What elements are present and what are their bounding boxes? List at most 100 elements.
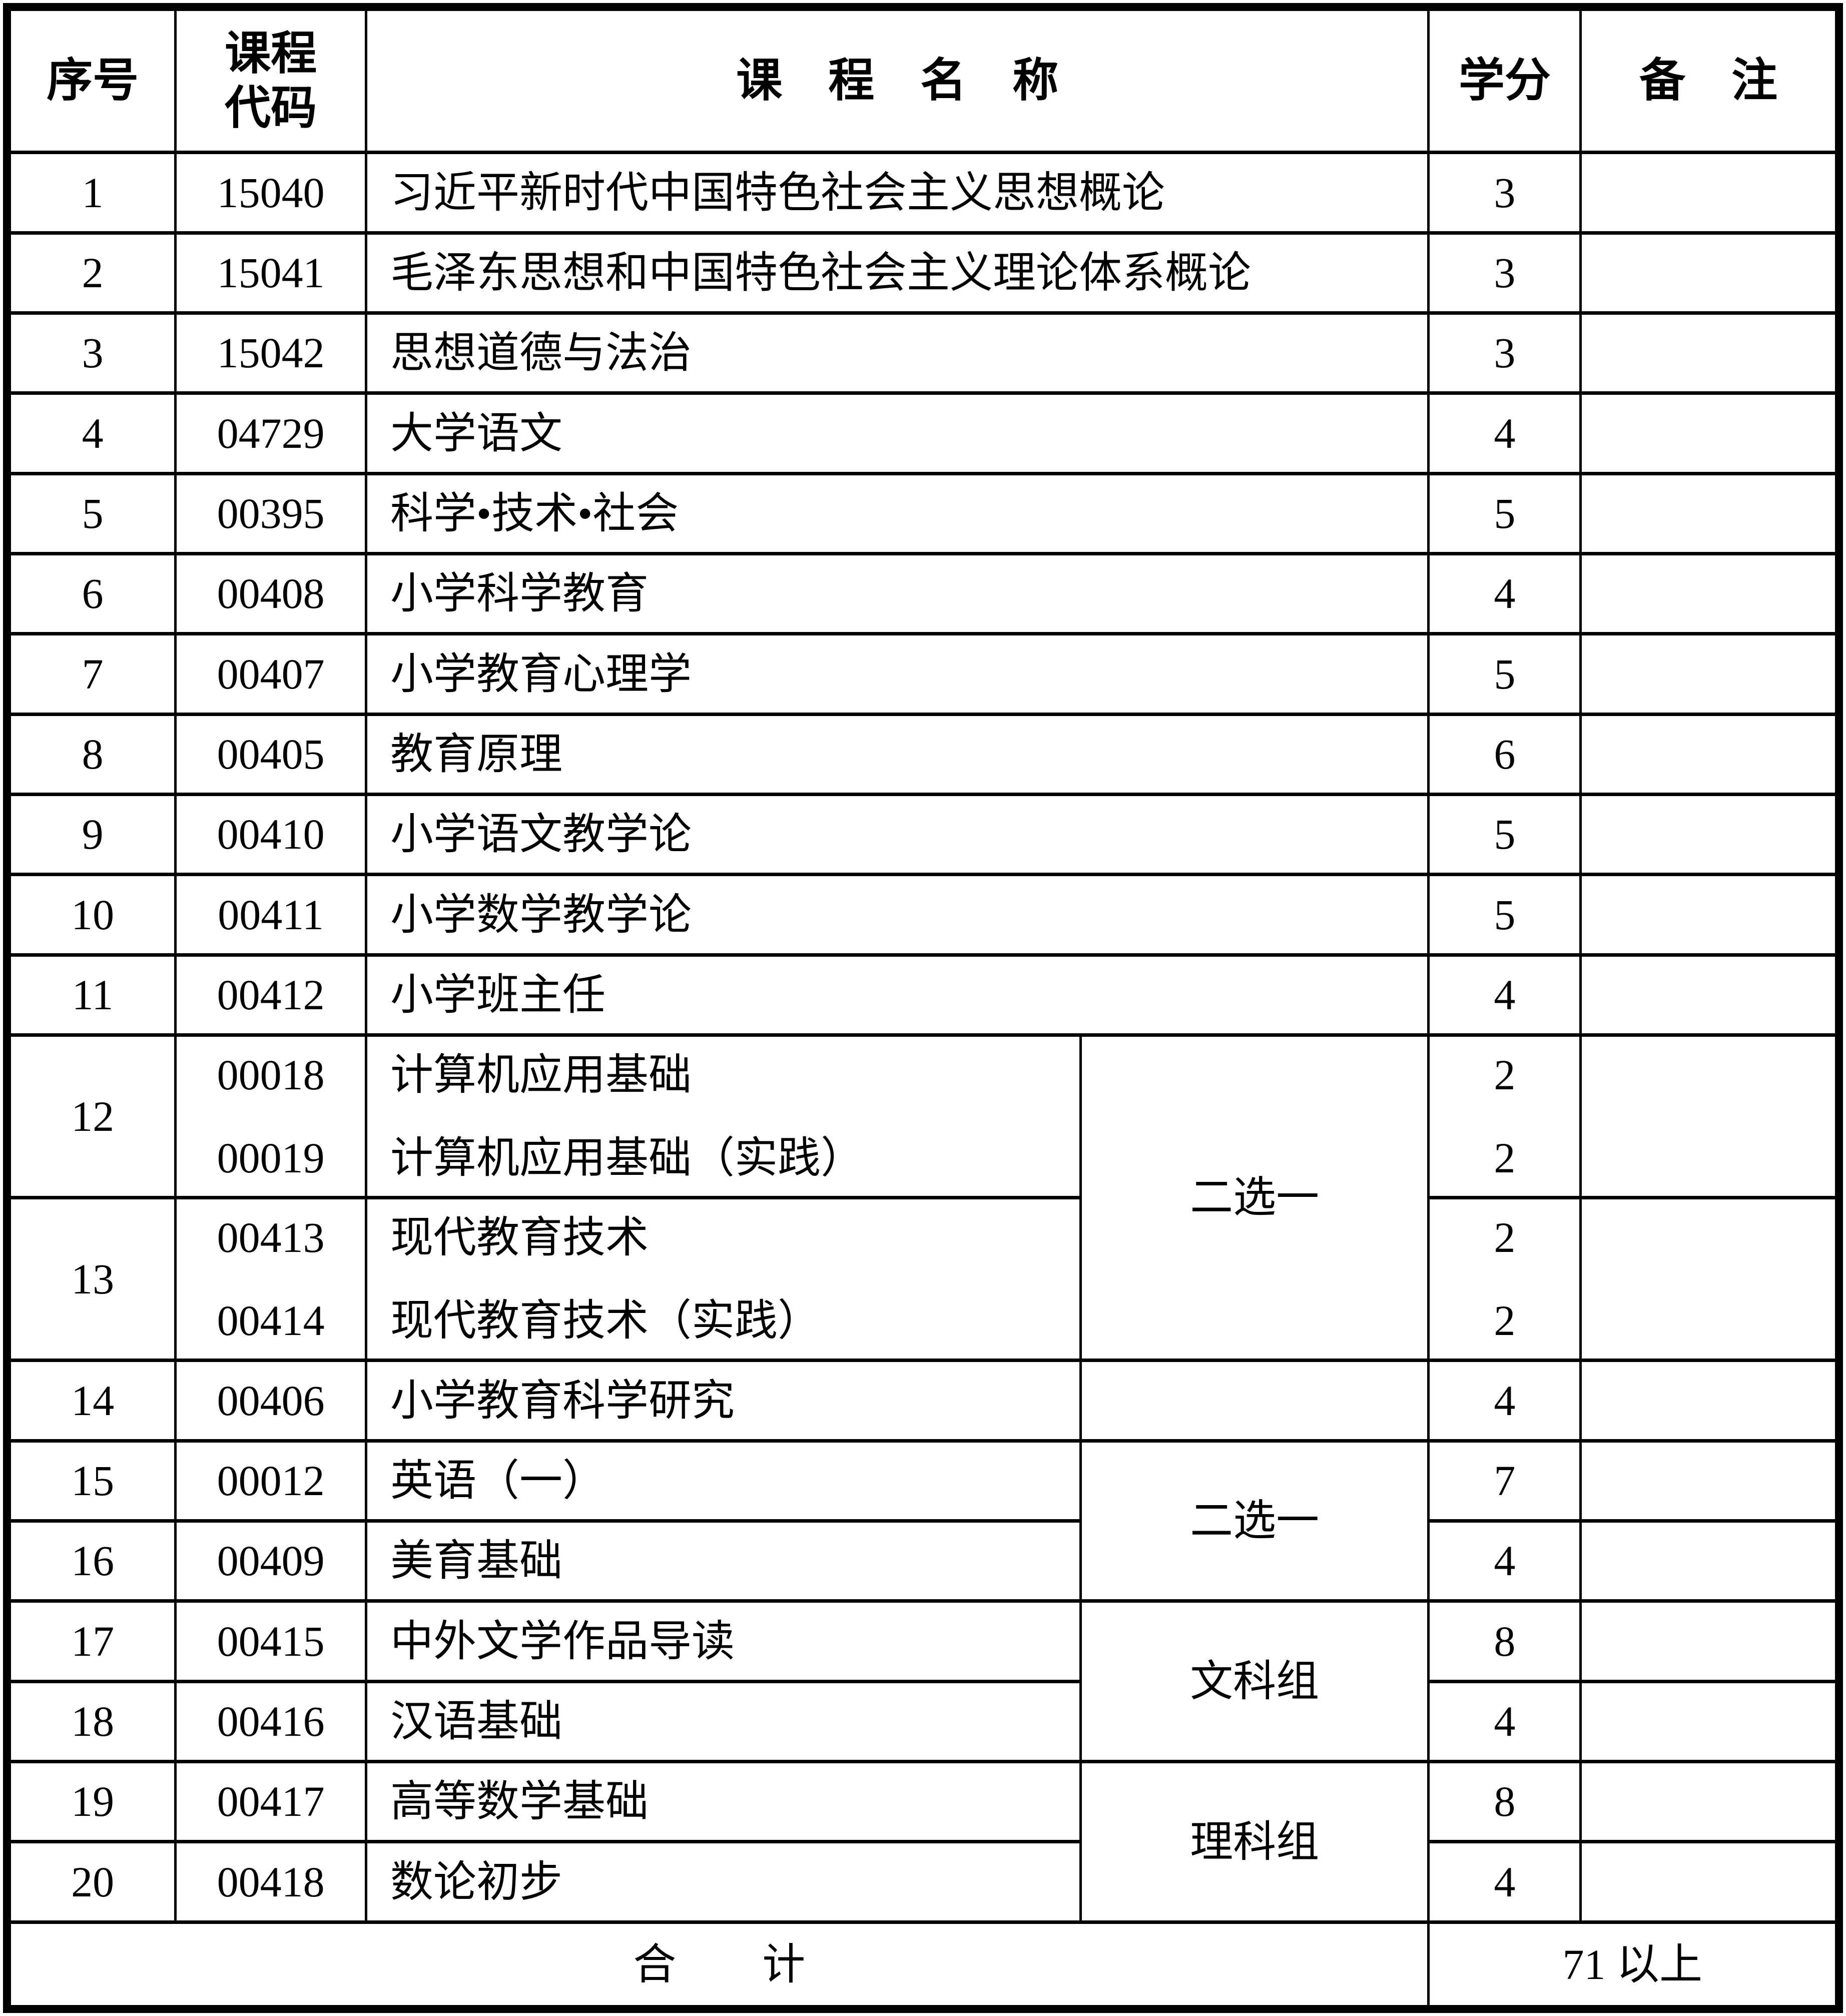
seq-cell: 17	[6, 1599, 177, 1683]
name-cell: 毛泽东思想和中国特色社会主义理论体系概论	[365, 231, 1430, 315]
course-row: 10 00411 小学数学教学论 5	[6, 873, 1840, 957]
name-cell: 习近平新时代中国特色社会主义思想概论	[365, 151, 1430, 235]
name-cell: 小学班主任	[365, 953, 1430, 1037]
name-cell: 美育基础	[365, 1519, 1082, 1603]
remark-cell	[1579, 1519, 1840, 1603]
header-course-code-line1: 课程	[225, 28, 317, 80]
credit-cell: 3	[1427, 231, 1582, 315]
code-cell: 15040	[174, 151, 368, 235]
seq-cell: 18	[6, 1679, 177, 1764]
name-line: 现代教育技术	[390, 1213, 649, 1261]
remark-cell	[1579, 1439, 1840, 1523]
remark-cell	[1579, 1196, 1840, 1363]
seq-cell: 12	[6, 1033, 177, 1200]
header-remarks: 备 注	[1579, 5, 1840, 155]
remark-cell	[1579, 1840, 1840, 1924]
remark-cell	[1579, 712, 1840, 797]
seq-cell: 13	[6, 1196, 177, 1363]
course-row: 16 00409 美育基础 4	[6, 1519, 1840, 1603]
credit-cell: 8	[1427, 1599, 1582, 1683]
course-row: 9 00410 小学语文教学论 5	[6, 793, 1840, 877]
group-cell: 二选一	[1079, 1033, 1430, 1363]
name-cell: 现代教育技术 现代教育技术（实践）	[365, 1196, 1082, 1363]
credit-line: 2	[1494, 1134, 1516, 1182]
seq-cell: 3	[6, 311, 177, 395]
code-cell: 00409	[174, 1519, 368, 1603]
course-row: 18 00416 汉语基础 4	[6, 1679, 1840, 1764]
seq-cell: 9	[6, 793, 177, 877]
remark-cell	[1579, 1679, 1840, 1764]
credit-cell: 5	[1427, 873, 1582, 957]
name-cell: 教育原理	[365, 712, 1430, 797]
code-cell: 15042	[174, 311, 368, 395]
credit-line: 2	[1494, 1050, 1516, 1099]
header-row: 序号 课程 代码 课 程 名 称 学分 备 注	[6, 5, 1840, 155]
code-cell: 00411	[174, 873, 368, 957]
name-cell: 思想道德与法治	[365, 311, 1430, 395]
group-cell-empty	[1079, 1359, 1430, 1443]
course-row: 4 04729 大学语文 4	[6, 391, 1840, 475]
code-cell: 00418	[174, 1840, 368, 1924]
total-credits-cell: 71 以上	[1427, 1920, 1840, 2011]
course-row: 8 00405 教育原理 6	[6, 712, 1840, 797]
code-cell: 00395	[174, 471, 368, 556]
name-cell: 科学•技术•社会	[365, 471, 1430, 556]
name-cell: 计算机应用基础 计算机应用基础（实践）	[365, 1033, 1082, 1200]
remark-cell	[1579, 552, 1840, 636]
name-cell: 数论初步	[365, 1840, 1082, 1924]
code-cell: 00416	[174, 1679, 368, 1764]
code-cell: 04729	[174, 391, 368, 475]
remark-cell	[1579, 793, 1840, 877]
course-row-pair: 13 00413 00414 现代教育技术 现代教育技术（实践） 2 2	[6, 1196, 1840, 1363]
name-cell: 小学数学教学论	[365, 873, 1430, 957]
seq-cell: 5	[6, 471, 177, 556]
remark-cell	[1579, 231, 1840, 315]
code-cell: 00413 00414	[174, 1196, 368, 1363]
seq-cell: 6	[6, 552, 177, 636]
seq-cell: 14	[6, 1359, 177, 1443]
header-course-code: 课程 代码	[174, 5, 368, 155]
code-cell: 00408	[174, 552, 368, 636]
name-line: 计算机应用基础（实践）	[390, 1134, 864, 1182]
code-cell: 00405	[174, 712, 368, 797]
seq-cell: 20	[6, 1840, 177, 1924]
course-row: 7 00407 小学教育心理学 5	[6, 632, 1840, 716]
credit-cell: 4	[1427, 391, 1582, 475]
course-row: 5 00395 科学•技术•社会 5	[6, 471, 1840, 556]
remark-cell	[1579, 1760, 1840, 1844]
credit-cell: 4	[1427, 953, 1582, 1037]
course-table: 序号 课程 代码 课 程 名 称 学分 备 注 1 15040 习近平新时代中国…	[3, 3, 1843, 2013]
credit-line: 2	[1494, 1296, 1516, 1345]
remark-cell	[1579, 1599, 1840, 1683]
name-cell: 小学教育科学研究	[365, 1359, 1082, 1443]
header-seq: 序号	[6, 5, 177, 155]
remark-cell	[1579, 632, 1840, 716]
header-course-name: 课 程 名 称	[365, 5, 1430, 155]
seq-cell: 4	[6, 391, 177, 475]
group-cell: 理科组	[1079, 1760, 1430, 1924]
credit-cell: 3	[1427, 311, 1582, 395]
code-cell: 00406	[174, 1359, 368, 1443]
remark-cell	[1579, 873, 1840, 957]
course-row: 19 00417 高等数学基础 理科组 8	[6, 1760, 1840, 1924]
code-cell: 00407	[174, 632, 368, 716]
seq-cell: 7	[6, 632, 177, 716]
code-line: 00414	[217, 1296, 325, 1345]
seq-cell: 15	[6, 1439, 177, 1523]
code-cell: 00018 00019	[174, 1033, 368, 1200]
course-row: 14 00406 小学教育科学研究 4	[6, 1359, 1840, 1443]
seq-cell: 19	[6, 1760, 177, 1844]
name-cell: 英语（一）	[365, 1439, 1082, 1523]
credit-cell: 5	[1427, 471, 1582, 556]
code-line: 00413	[217, 1213, 325, 1261]
seq-cell: 11	[6, 953, 177, 1037]
name-cell: 中外文学作品导读	[365, 1599, 1082, 1683]
code-cell: 00417	[174, 1760, 368, 1844]
name-cell: 小学教育心理学	[365, 632, 1430, 716]
seq-cell: 2	[6, 231, 177, 315]
seq-cell: 10	[6, 873, 177, 957]
credit-cell: 4	[1427, 1359, 1582, 1443]
name-cell: 小学语文教学论	[365, 793, 1430, 877]
name-line: 现代教育技术（实践）	[390, 1296, 821, 1345]
course-row-pair: 12 00018 00019 计算机应用基础 计算机应用基础（实践） 二选一 2…	[6, 1033, 1840, 1363]
